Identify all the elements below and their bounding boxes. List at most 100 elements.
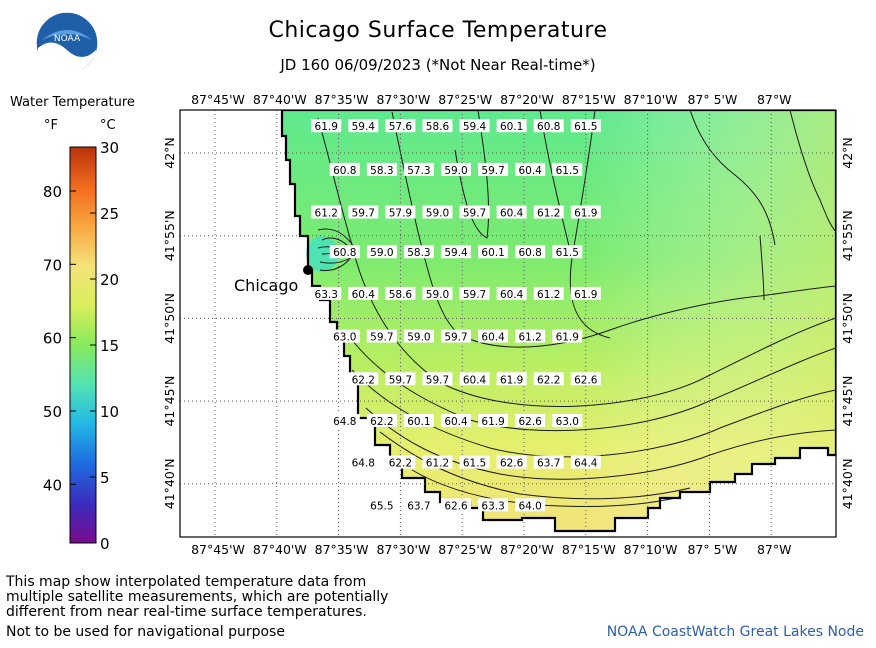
temperature-value-label: 61.9	[570, 205, 601, 220]
latitude-label-left: 41°50'N	[162, 293, 177, 344]
legend-celsius-tick: 25	[100, 205, 119, 223]
svg-text:59.7: 59.7	[389, 374, 412, 386]
temperature-value-label: 58.6	[385, 286, 416, 301]
temperature-value-label: 61.5	[570, 119, 601, 133]
longitude-label-bottom: 87°40'W	[253, 542, 307, 557]
temperature-value-label: 60.4	[441, 413, 472, 428]
map-title: Chicago Surface Temperature	[268, 18, 608, 43]
svg-text:63.3: 63.3	[295, 76, 318, 88]
temperature-value-label: 59.7	[422, 372, 453, 386]
svg-text:61.2: 61.2	[537, 289, 560, 301]
legend-fahrenheit-tick: 60	[43, 330, 62, 348]
temperature-value-label: 59.7	[330, 74, 360, 88]
temperature-value-label: 63.3	[311, 286, 342, 301]
temperature-contour	[759, 235, 765, 301]
svg-text:61.5: 61.5	[556, 165, 579, 177]
temperature-value-label: 61.9	[552, 329, 583, 344]
temperature-value-label: 62.2	[385, 455, 416, 470]
temperature-contour	[391, 111, 836, 348]
svg-text:59.0: 59.0	[444, 165, 467, 177]
svg-text:61.5: 61.5	[463, 458, 486, 470]
temperature-value-label: 62.2	[348, 372, 379, 386]
latitude-label-left: 41°45'N	[162, 376, 177, 427]
latitude-label-right: 41°45'N	[840, 376, 855, 427]
chicago-marker	[303, 265, 313, 275]
svg-text:60.8: 60.8	[518, 247, 541, 259]
temperature-value-label: 59.4	[441, 245, 472, 259]
svg-text:63.0: 63.0	[556, 416, 579, 428]
legend-celsius-tick: 10	[100, 403, 119, 421]
svg-text:57.9: 57.9	[407, 76, 430, 88]
temperature-value-label: 59.7	[478, 74, 508, 88]
svg-text:60.8: 60.8	[333, 247, 356, 259]
svg-text:64.8: 64.8	[352, 458, 375, 470]
longitude-label-top: 87°35'W	[315, 92, 369, 107]
svg-text:61.9: 61.9	[315, 121, 338, 133]
temperature-contour	[411, 469, 681, 508]
svg-text:60.1: 60.1	[481, 247, 504, 259]
temperature-value-label: 60.4	[496, 286, 527, 301]
svg-text:62.6: 62.6	[574, 374, 598, 386]
legend-fahrenheit-tick: 80	[43, 183, 62, 201]
svg-text:59.0: 59.0	[426, 208, 449, 220]
temperature-value-label: 63.3	[292, 74, 322, 88]
svg-text:62.6: 62.6	[518, 416, 542, 428]
latitude-label-left: 42°N	[162, 137, 177, 169]
svg-text:59.7: 59.7	[463, 208, 486, 220]
svg-text:60.4: 60.4	[500, 208, 524, 220]
temperature-value-label: 60.1	[403, 413, 434, 428]
temperature-value-label: 57.9	[385, 205, 416, 220]
svg-text:62.6: 62.6	[500, 458, 524, 470]
temperature-value-label: 61.2	[422, 455, 453, 470]
legend-celsius-tick: 0	[100, 535, 110, 553]
legend-celsius-tick: 5	[100, 469, 110, 487]
temperature-value-label: 61.2	[533, 205, 564, 220]
svg-text:61.9: 61.9	[574, 289, 597, 301]
temperature-value-label: 57.6	[385, 119, 416, 133]
svg-text:60.4: 60.4	[500, 289, 524, 301]
svg-text:62.6: 62.6	[444, 500, 468, 512]
longitude-label-bottom: 87°10'W	[624, 542, 678, 557]
map-subtitle: JD 160 06/09/2023 (*Not Near Real-time*)	[280, 56, 596, 74]
unit-fahrenheit: °F	[44, 118, 58, 133]
temperature-value-label: 63.0	[552, 413, 583, 428]
svg-text:59.7: 59.7	[481, 76, 504, 88]
svg-text:59.0: 59.0	[426, 289, 449, 301]
temperature-value-label: 60.4	[496, 205, 527, 220]
temperature-value-label: 65.5	[366, 498, 397, 512]
temperature-contour	[379, 431, 691, 500]
svg-text:59.0: 59.0	[444, 76, 467, 88]
navigation-warning: Not to be used for navigational purpose	[6, 624, 285, 640]
svg-text:63.0: 63.0	[333, 332, 356, 344]
temperature-value-label: 60.1	[496, 119, 527, 133]
latitude-label-left: 41°40'N	[162, 458, 177, 509]
temperature-value-label: 60.8	[329, 245, 360, 259]
longitude-label-bottom: 87°45'W	[191, 542, 245, 557]
temperature-value-label: 61.2	[552, 74, 582, 88]
svg-text:61.5: 61.5	[556, 247, 579, 259]
svg-text:60.1: 60.1	[500, 121, 523, 133]
temperature-value-label: 60.4	[459, 372, 490, 386]
temperature-value-label: 62.6	[441, 498, 472, 512]
temperature-value-label: 57.9	[404, 74, 434, 88]
temperature-value-label: 60.8	[533, 119, 564, 133]
svg-text:58.6: 58.6	[426, 121, 450, 133]
temperature-value-label: 59.0	[441, 74, 471, 88]
latitude-label-right: 42°N	[840, 137, 855, 169]
temperature-value-label: 57.3	[403, 162, 434, 177]
svg-text:61.2: 61.2	[315, 208, 338, 220]
svg-text:57.3: 57.3	[407, 165, 430, 177]
svg-text:59.4: 59.4	[352, 121, 376, 133]
svg-text:63.7: 63.7	[537, 458, 560, 470]
temperature-value-label: 63.3	[478, 498, 509, 512]
temperature-value-label: 61.2	[533, 286, 564, 301]
temperature-value-label: 59.0	[366, 245, 397, 259]
legend-title: Water Temperature	[10, 95, 135, 110]
svg-text:62.2: 62.2	[352, 374, 375, 386]
svg-text:61.9: 61.9	[574, 208, 597, 220]
svg-text:60.4: 60.4	[518, 165, 542, 177]
svg-text:65.5: 65.5	[370, 500, 393, 512]
temperature-value-label: 59.4	[459, 119, 490, 133]
temperature-value-label: 61.9	[478, 413, 509, 428]
